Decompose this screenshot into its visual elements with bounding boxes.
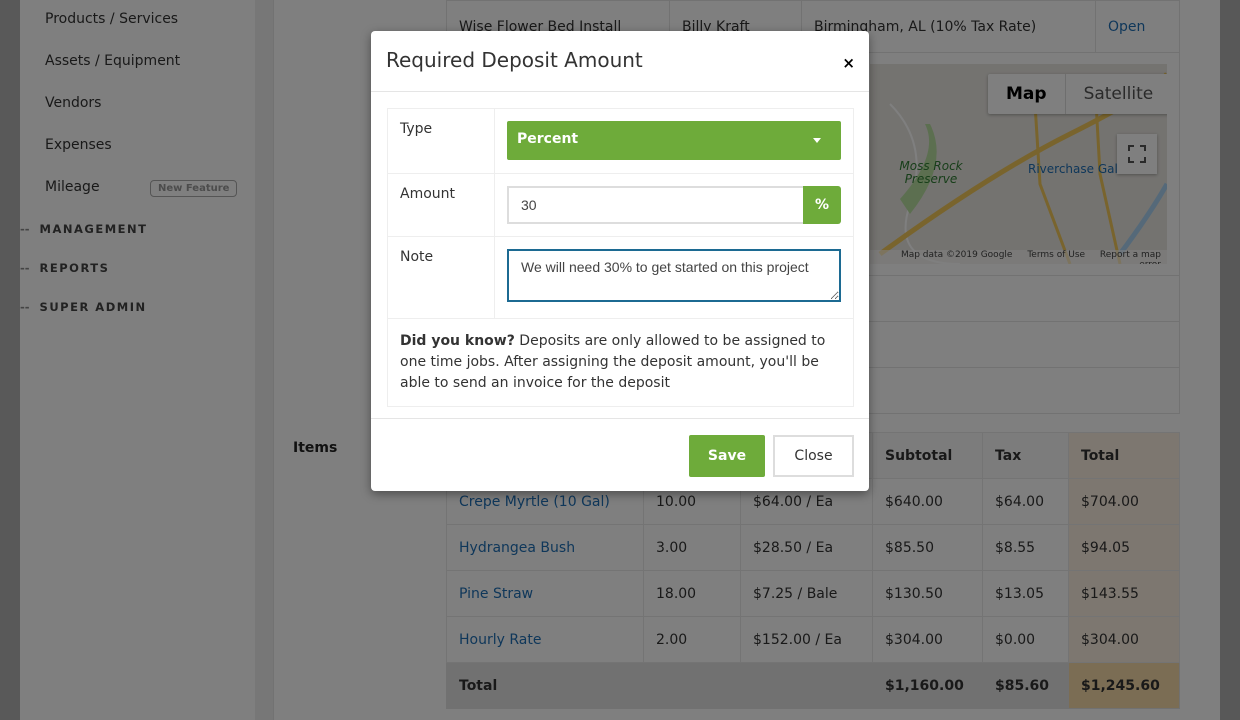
info-text: Deposits are only allowed to be assigned… xyxy=(400,333,826,391)
note-label: Note xyxy=(387,236,495,319)
caret-down-icon xyxy=(813,138,821,143)
close-icon[interactable]: × xyxy=(842,54,855,72)
deposit-modal: Required Deposit Amount × Type Percent A… xyxy=(371,31,869,491)
save-button[interactable]: Save xyxy=(689,435,765,477)
type-select[interactable]: Percent xyxy=(507,121,841,160)
type-select-value: Percent xyxy=(517,131,579,147)
percent-addon: % xyxy=(803,186,841,224)
close-button[interactable]: Close xyxy=(773,435,854,477)
amount-label: Amount xyxy=(387,173,495,237)
deposit-info: Did you know? Deposits are only allowed … xyxy=(387,318,854,407)
amount-input[interactable] xyxy=(507,186,803,224)
modal-footer: Save Close xyxy=(371,418,869,491)
info-bold: Did you know? xyxy=(400,333,515,349)
note-textarea[interactable]: We will need 30% to get started on this … xyxy=(507,249,841,302)
modal-title: Required Deposit Amount xyxy=(386,48,643,72)
type-label: Type xyxy=(387,108,495,174)
deposit-form: Type Percent Amount % Note We will need … xyxy=(387,108,854,407)
modal-header: Required Deposit Amount × xyxy=(371,31,869,92)
